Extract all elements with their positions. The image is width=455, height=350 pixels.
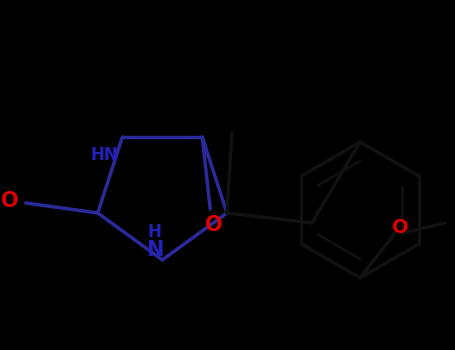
Text: O: O — [205, 215, 223, 235]
Text: H: H — [147, 223, 161, 241]
Text: O: O — [392, 218, 409, 237]
Text: O: O — [1, 191, 19, 211]
Text: N: N — [146, 240, 163, 260]
Text: HN: HN — [91, 146, 118, 164]
